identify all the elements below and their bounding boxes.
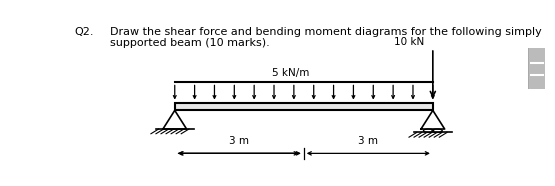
- Text: 10 kN: 10 kN: [394, 37, 424, 47]
- Text: 3 m: 3 m: [359, 136, 379, 146]
- Text: Q2.: Q2.: [74, 27, 94, 37]
- Bar: [175, 102, 433, 110]
- Text: 5 kN/m: 5 kN/m: [272, 68, 310, 78]
- Text: Draw the shear force and bending moment diagrams for the following simply
suppor: Draw the shear force and bending moment …: [110, 27, 542, 48]
- FancyBboxPatch shape: [528, 45, 546, 93]
- Text: 3 m: 3 m: [229, 136, 249, 146]
